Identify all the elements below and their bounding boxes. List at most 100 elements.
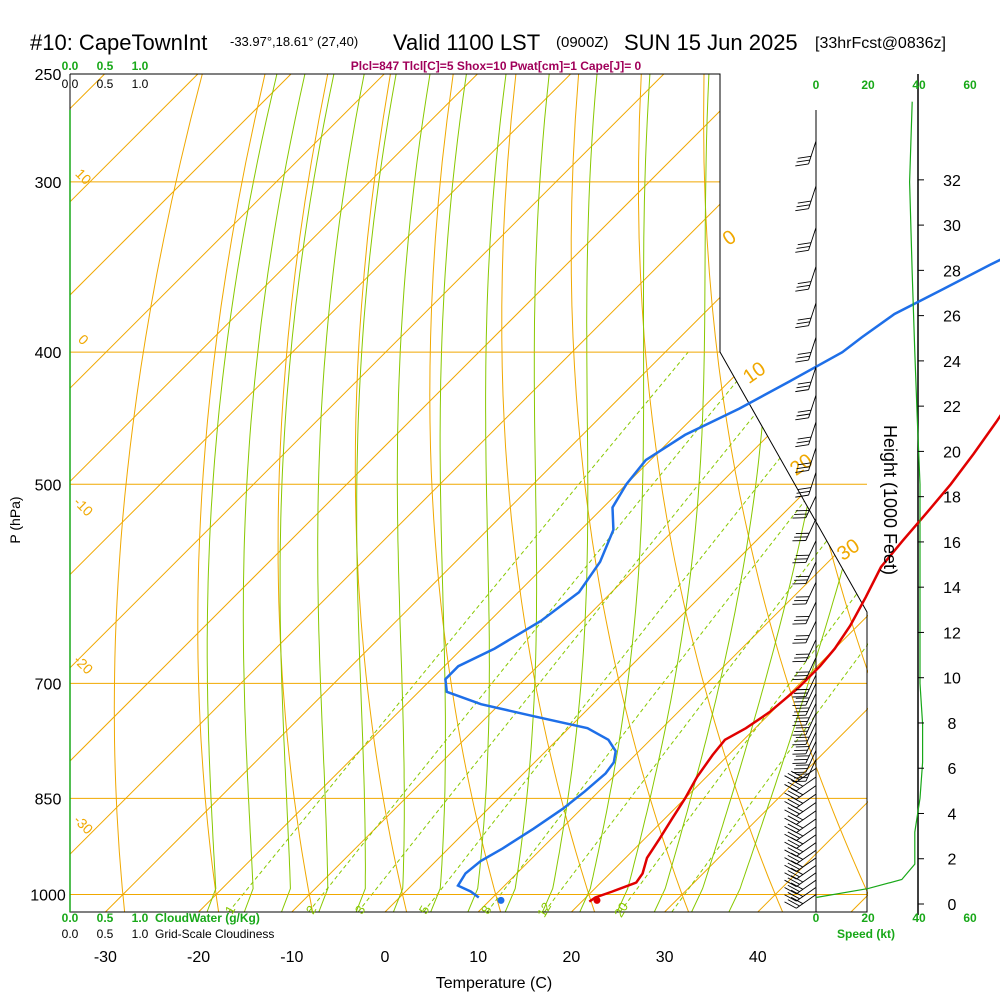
height-tick-label: 22 bbox=[943, 399, 961, 416]
surface-dewpoint-dot bbox=[497, 896, 505, 904]
height-tick-label: 2 bbox=[948, 852, 957, 869]
height-tick-label: 28 bbox=[943, 263, 961, 280]
moist-adiabat-line bbox=[467, 74, 507, 912]
mixing-ratio-line bbox=[544, 486, 868, 912]
height-tick-label: 16 bbox=[943, 535, 961, 552]
wind-barb bbox=[792, 495, 817, 519]
isotherm-line bbox=[477, 521, 868, 912]
isotherm-label: -20 bbox=[71, 652, 97, 678]
cloud-scale-tick: 0.0 bbox=[62, 77, 79, 91]
height-axis-title: Height (1000 Feet) bbox=[880, 425, 900, 575]
wind-barb bbox=[784, 776, 817, 792]
moist-adiabat-line bbox=[355, 74, 397, 912]
mixing-ratio-line bbox=[619, 578, 868, 912]
cloud-scale-tick: 1.0 bbox=[132, 927, 149, 941]
mixing-ratio-label: 12 bbox=[534, 900, 554, 920]
forecast-date: SUN 15 Jun 2025 bbox=[624, 30, 798, 55]
mixing-ratio-line bbox=[228, 351, 689, 912]
surface-temperature-dot bbox=[593, 896, 601, 904]
wind-barb bbox=[795, 394, 817, 421]
wind-speed-tick-bottom: 60 bbox=[963, 911, 977, 925]
dry-adiabat-line bbox=[955, 74, 1000, 912]
height-tick-label: 12 bbox=[943, 625, 961, 642]
wind-barb bbox=[792, 741, 817, 764]
height-tick-label: 26 bbox=[943, 309, 961, 326]
isotherm-line bbox=[70, 74, 665, 669]
x-tick-label: -30 bbox=[94, 949, 117, 966]
mixing-ratio-label: 5 bbox=[416, 903, 433, 917]
x-tick-label: 10 bbox=[469, 949, 487, 966]
wind-speed-tick-top: 20 bbox=[861, 78, 875, 92]
wind-barb bbox=[792, 703, 817, 726]
cloudiness-caption: Grid-Scale Cloudiness bbox=[155, 927, 274, 941]
height-tick-label: 8 bbox=[948, 716, 957, 733]
moist-adiabat-line bbox=[430, 74, 467, 912]
x-tick-label: 0 bbox=[381, 949, 390, 966]
isotherm-line bbox=[291, 335, 868, 912]
cloud-scale-tick: 0.0 bbox=[62, 59, 79, 73]
dewpoint-profile bbox=[444, 258, 1000, 899]
cloud-scale-tick: 0.5 bbox=[97, 927, 114, 941]
cloud-scale-tick: 1.0 bbox=[132, 911, 149, 925]
isotherm-line bbox=[70, 74, 571, 576]
mixing-ratio-line bbox=[357, 351, 806, 912]
dry-adiabat-line bbox=[113, 74, 203, 912]
height-tick-label: 20 bbox=[943, 444, 961, 461]
wind-barb bbox=[795, 447, 817, 473]
cloud-scale-tick: 1.0 bbox=[132, 59, 149, 73]
wind-barb bbox=[795, 185, 817, 212]
isotherm-line bbox=[70, 74, 292, 296]
mixing-ratio-line bbox=[671, 643, 868, 912]
dry-adiabat-line bbox=[703, 74, 868, 895]
moist-adiabat-line bbox=[242, 74, 306, 912]
pressure-tick-label: 500 bbox=[35, 477, 62, 494]
moist-adiabat-line bbox=[616, 74, 710, 912]
valid-time: Valid 1100 LST bbox=[393, 30, 540, 55]
moist-adiabat-line bbox=[317, 74, 365, 912]
dry-adiabat-line bbox=[354, 74, 408, 912]
isotherm-line bbox=[70, 74, 199, 203]
moist-adiabat-line bbox=[206, 74, 278, 912]
cloud-scale-tick: 0.5 bbox=[97, 59, 114, 73]
pressure-tick-label: 850 bbox=[35, 791, 62, 808]
wind-barb bbox=[792, 620, 817, 644]
forecast-run: [33hrFcst@0836z] bbox=[815, 35, 946, 52]
moist-adiabat-line bbox=[579, 74, 651, 912]
wind-barb bbox=[784, 793, 817, 809]
wind-barb bbox=[792, 657, 817, 681]
x-tick-label: 40 bbox=[749, 949, 767, 966]
isotherm-line bbox=[571, 614, 868, 912]
moist-adiabat-line bbox=[542, 74, 598, 912]
height-tick-label: 24 bbox=[943, 354, 961, 371]
moist-adiabat-line bbox=[279, 74, 335, 912]
wind-barb bbox=[795, 421, 817, 448]
station-coords: -33.97°,18.61° (27,40) bbox=[230, 34, 358, 49]
wind-barb bbox=[795, 472, 817, 498]
cloudwater-caption: CloudWater (g/Kg) bbox=[155, 911, 260, 925]
wind-speed-tick-bottom: 40 bbox=[912, 911, 926, 925]
wind-barb bbox=[792, 582, 817, 605]
utc-time: (0900Z) bbox=[556, 34, 609, 51]
mixing-ratio-line bbox=[423, 351, 865, 912]
mixing-ratio-line bbox=[308, 351, 761, 912]
x-tick-label: -10 bbox=[280, 949, 303, 966]
wind-barb bbox=[795, 337, 817, 363]
x-tick-label: -20 bbox=[187, 949, 210, 966]
wind-barb bbox=[792, 731, 817, 755]
pressure-tick-label: 300 bbox=[35, 175, 62, 192]
wind-barb bbox=[792, 712, 817, 736]
wind-speed-tick-top: 60 bbox=[963, 78, 977, 92]
wind-barb bbox=[784, 894, 817, 909]
wind-barb bbox=[795, 302, 817, 329]
wind-barb bbox=[792, 518, 817, 542]
x-axis-title: Temperature (C) bbox=[436, 975, 552, 992]
mixing-ratio-label: 20 bbox=[611, 900, 631, 920]
wind-barb bbox=[792, 639, 817, 663]
wind-barb bbox=[792, 722, 817, 746]
wind-barb bbox=[795, 266, 817, 292]
wind-speed-tick-top: 0 bbox=[813, 78, 820, 92]
wind-barbs bbox=[784, 101, 924, 909]
cloud-scale-tick: 0.5 bbox=[97, 77, 114, 91]
station-title: #10: CapeTownInt bbox=[30, 30, 207, 55]
dry-adiabat-line bbox=[570, 74, 690, 912]
